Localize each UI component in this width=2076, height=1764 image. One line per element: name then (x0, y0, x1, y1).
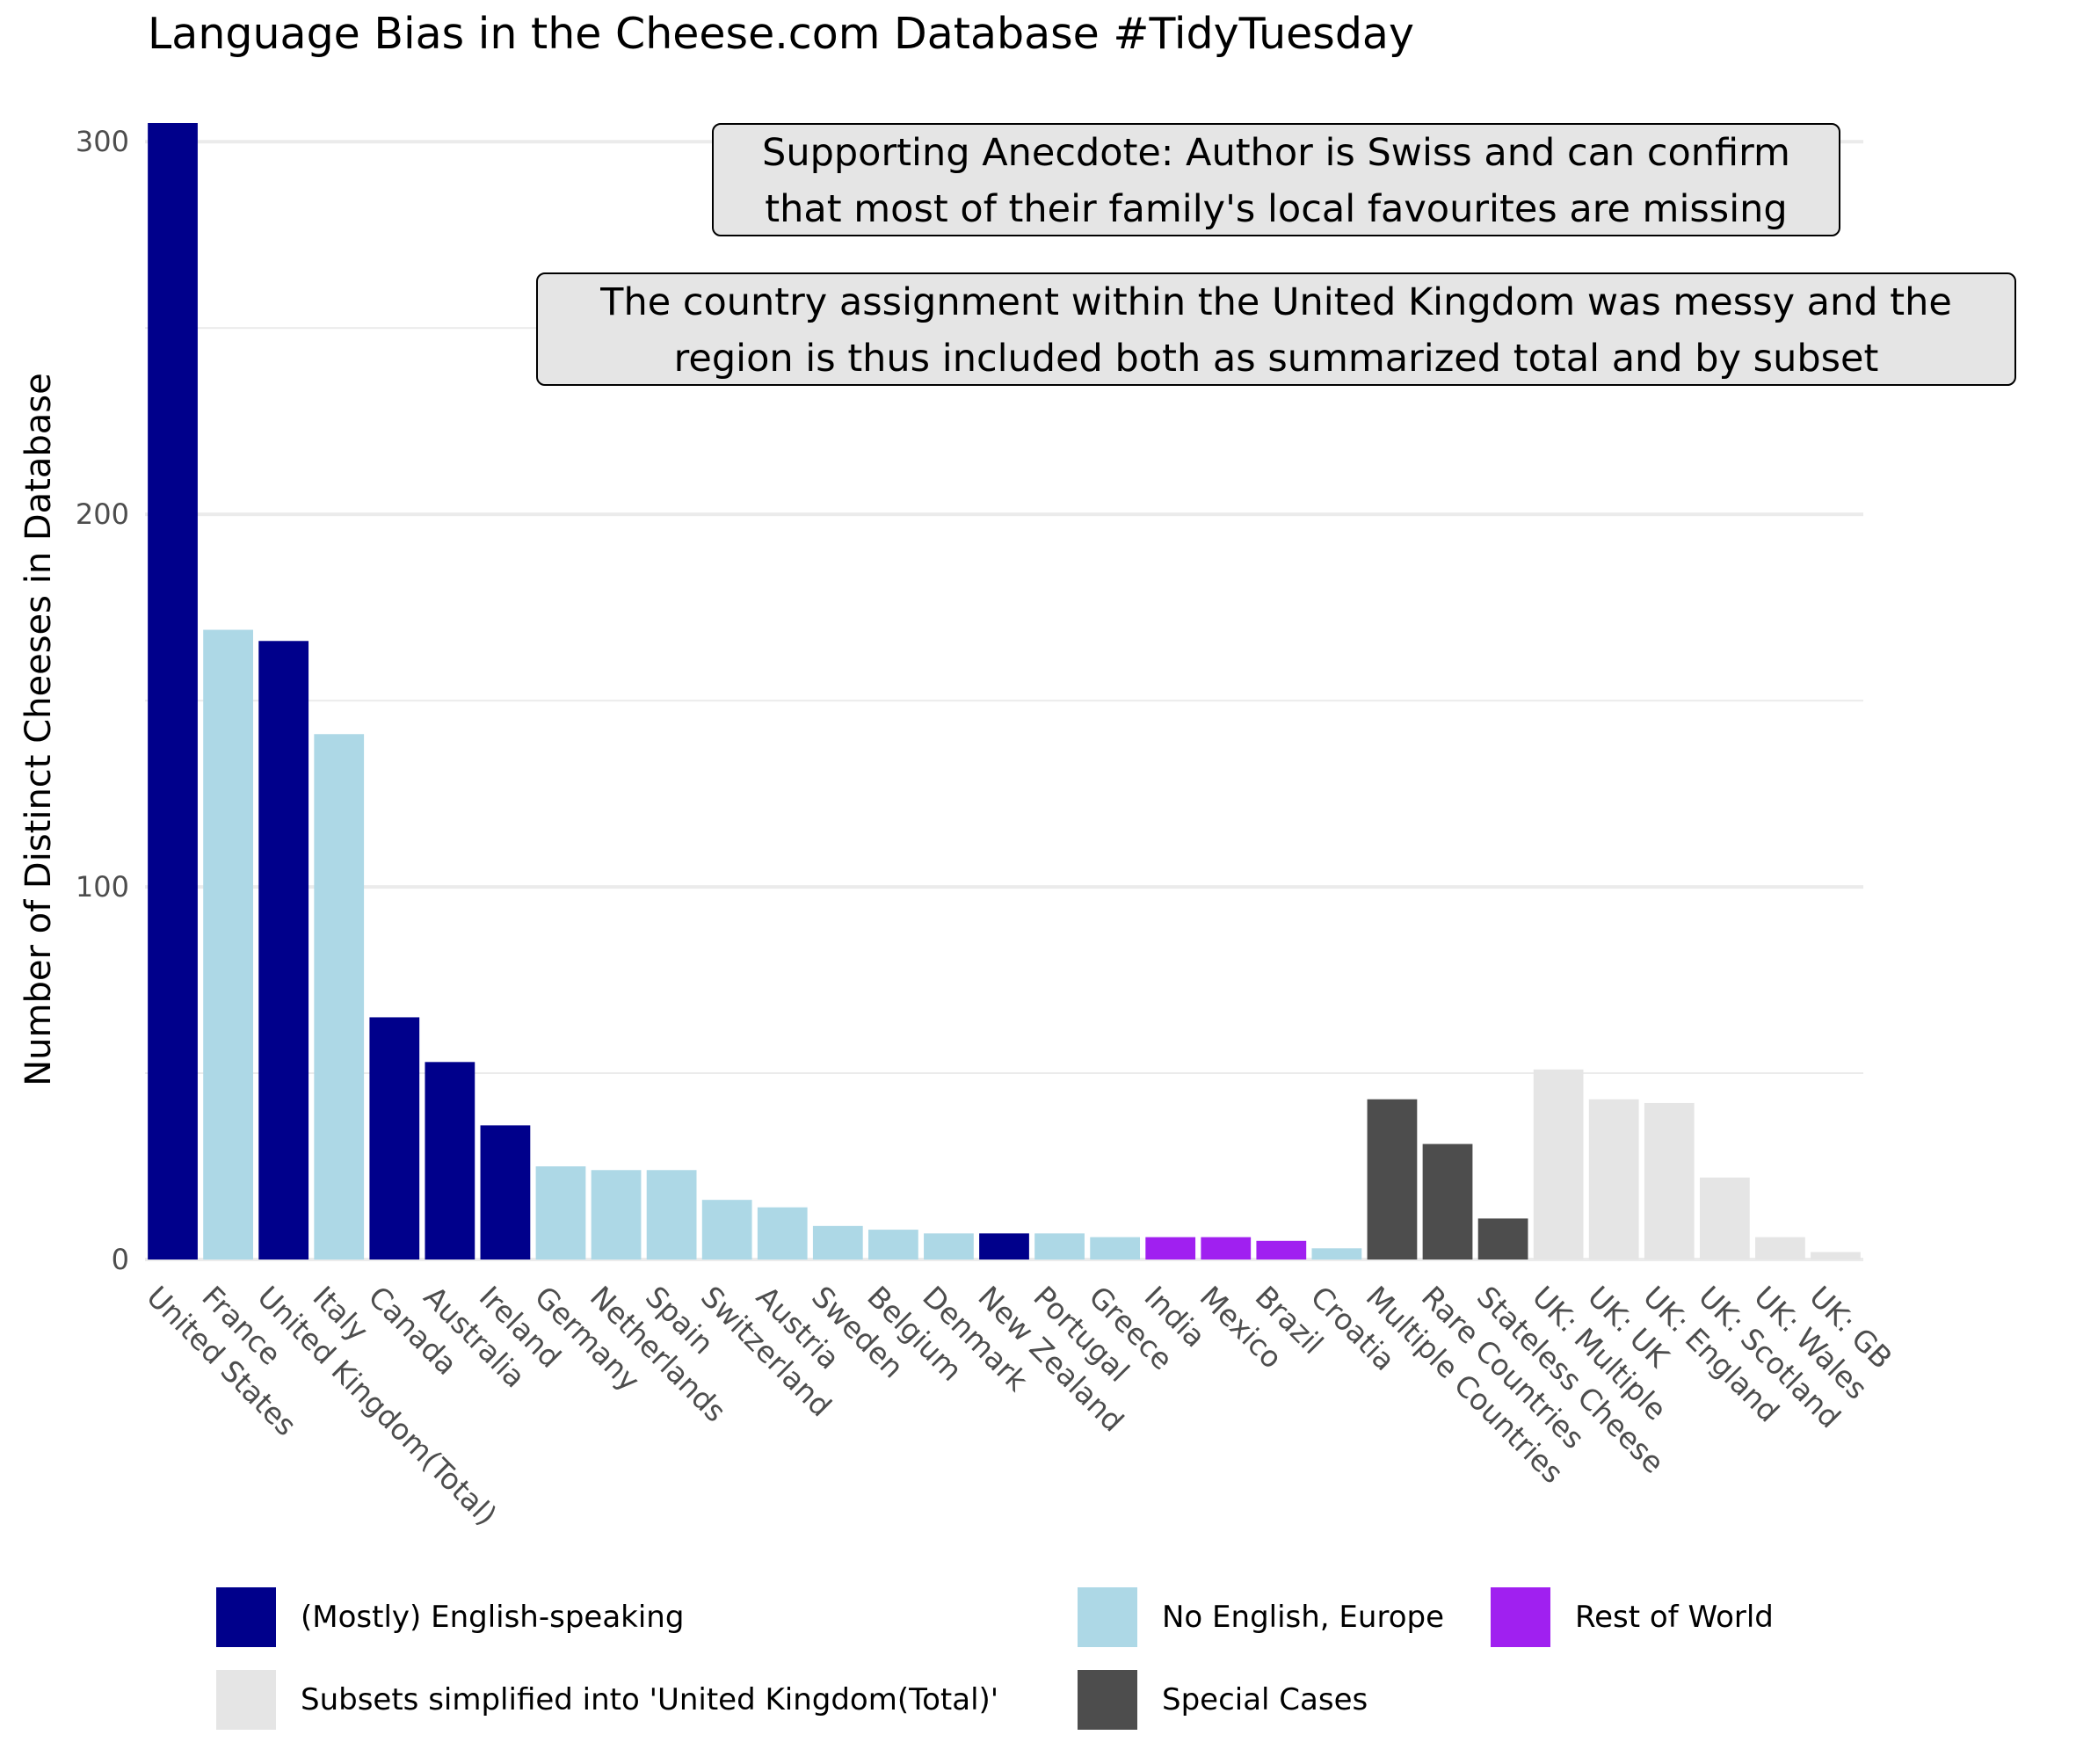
bar-united-kingdom-total (258, 641, 309, 1259)
legend-swatch-uk-subset (216, 1670, 276, 1730)
legend-label-english: (Mostly) English-speaking (301, 1600, 685, 1635)
bar-portugal (1034, 1233, 1085, 1259)
bar-uk-wales (1755, 1237, 1805, 1259)
legend-label-rest: Rest of World (1575, 1600, 1774, 1635)
bar-rare-countries (1422, 1143, 1473, 1259)
bar-india (1145, 1237, 1196, 1259)
annotation-uk-note: The country assignment within the United… (536, 272, 2016, 386)
legend-item-special: Special Cases (1078, 1670, 1368, 1730)
legend-label-special: Special Cases (1162, 1682, 1368, 1717)
annotation-anecdote: Supporting Anecdote: Author is Swiss and… (712, 123, 1840, 236)
bar-canada (369, 1017, 420, 1259)
legend-label-uk-subset: Subsets simplified into 'United Kingdom(… (301, 1682, 999, 1717)
bar-sweden (812, 1225, 863, 1259)
legend-swatch-english (216, 1587, 276, 1647)
y-tick-label: 300 (76, 125, 129, 158)
bar-australia (425, 1062, 475, 1259)
legend-item-english: (Mostly) English-speaking (216, 1587, 684, 1647)
legend-swatch-rest (1491, 1587, 1550, 1647)
annotation-anecdote-line-1: Supporting Anecdote: Author is Swiss and… (762, 131, 1790, 175)
bar-greece (1090, 1237, 1141, 1259)
chart-title: Language Bias in the Cheese.com Database… (148, 9, 1414, 59)
legend-label-europe: No English, Europe (1162, 1600, 1444, 1635)
y-tick-label: 100 (76, 870, 129, 904)
bar-croatia (1311, 1248, 1362, 1259)
bar-multiple-countries (1367, 1099, 1418, 1259)
bar-stateless-cheese (1477, 1218, 1528, 1259)
bar-spain (646, 1170, 697, 1259)
bar-united-states (148, 123, 198, 1259)
bar-germany (535, 1166, 586, 1259)
legend-swatch-europe (1078, 1587, 1137, 1647)
bar-brazil (1256, 1240, 1307, 1259)
annotation-anecdote-line-2: that most of their family's local favour… (765, 187, 1788, 231)
legend-item-europe: No English, Europe (1078, 1587, 1444, 1647)
y-tick-label: 0 (112, 1243, 129, 1276)
bar-uk-england (1644, 1102, 1695, 1259)
bar-denmark (924, 1233, 974, 1259)
bar-mexico (1201, 1237, 1252, 1259)
bar-new-zealand (979, 1233, 1029, 1259)
legend-swatch-special (1078, 1670, 1137, 1730)
bar-uk-uk (1588, 1099, 1639, 1259)
bar-uk-scotland (1699, 1177, 1750, 1259)
bar-austria (757, 1207, 808, 1259)
bar-italy (314, 734, 365, 1259)
bars (148, 123, 1861, 1259)
bar-france (203, 629, 253, 1259)
annotation-uk-note-line-1: The country assignment within the United… (600, 280, 1952, 324)
bar-netherlands (591, 1170, 642, 1259)
y-tick-labels: 0 100 200 300 (76, 125, 129, 1276)
legend-item-uk-subset: Subsets simplified into 'United Kingdom(… (216, 1670, 998, 1730)
legend-item-rest: Rest of World (1491, 1587, 1774, 1647)
bar-belgium (867, 1230, 918, 1259)
bar-uk-multiple (1533, 1069, 1584, 1259)
bar-ireland (480, 1125, 531, 1259)
bar-uk-gb (1811, 1252, 1861, 1259)
annotation-uk-note-line-2: region is thus included both as summariz… (673, 337, 1879, 381)
y-tick-label: 200 (76, 497, 129, 531)
bar-switzerland (701, 1200, 752, 1259)
